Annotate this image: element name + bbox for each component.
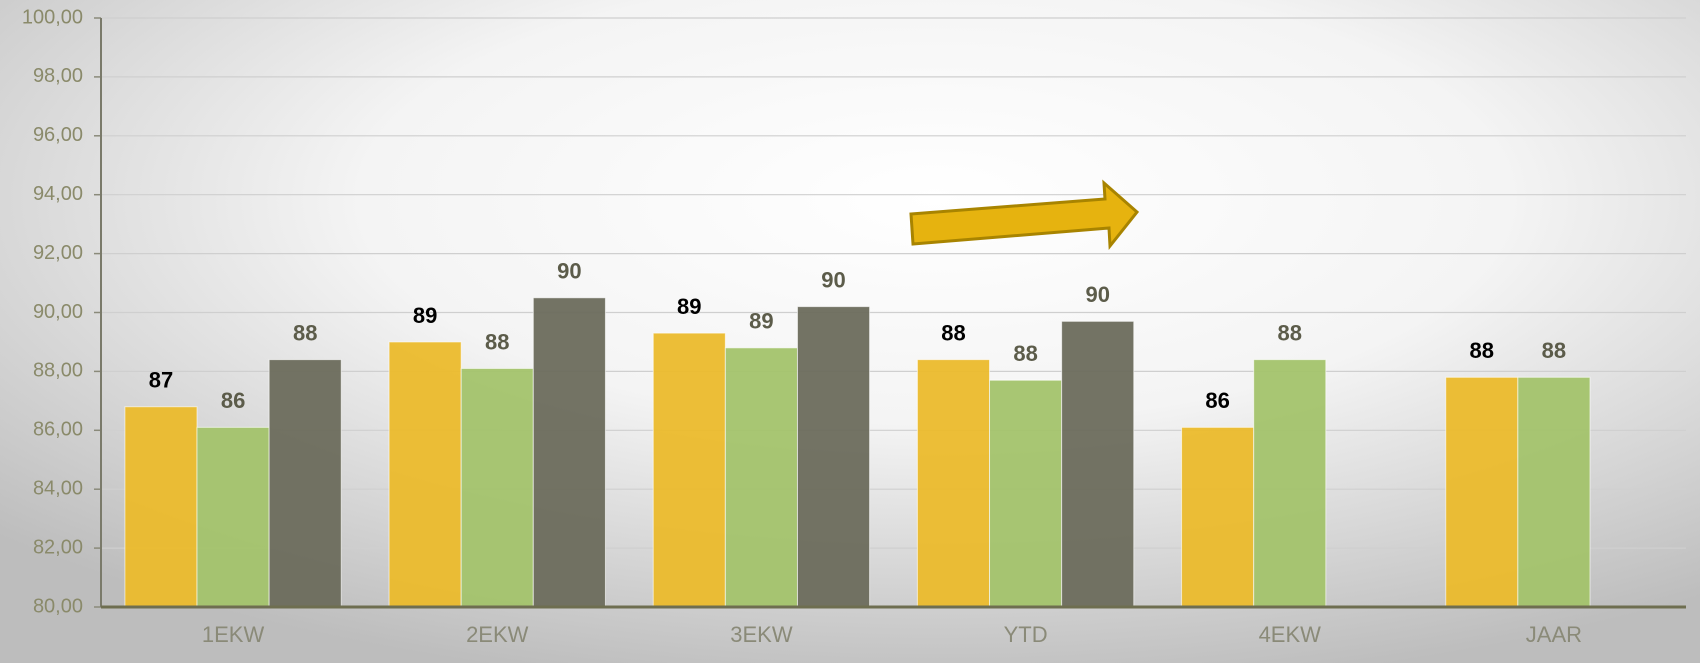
x-tick-label: 3EKW bbox=[730, 622, 793, 647]
bar bbox=[460, 367, 534, 608]
value-label: 86 bbox=[221, 388, 245, 413]
bar bbox=[1517, 376, 1591, 608]
x-tick-label: 4EKW bbox=[1259, 622, 1322, 647]
y-tick-label: 100,00 bbox=[22, 6, 83, 28]
y-tick-label: 92,00 bbox=[33, 242, 83, 264]
value-label: 88 bbox=[485, 329, 509, 354]
bar bbox=[989, 379, 1063, 608]
x-tick-label: 1EKW bbox=[202, 622, 265, 647]
grid bbox=[94, 17, 1686, 608]
x-tick-label: JAAR bbox=[1526, 622, 1582, 647]
y-tick-label: 88,00 bbox=[33, 360, 83, 382]
y-tick-label: 82,00 bbox=[33, 536, 83, 558]
trend-arrow bbox=[909, 179, 1140, 251]
labels: 80,00 82,00 84,00 86,00 88,00 90,00 92,00 94,00… bbox=[22, 6, 1686, 647]
bars bbox=[124, 297, 1591, 608]
value-label: 90 bbox=[821, 267, 845, 292]
value-label: 89 bbox=[677, 294, 701, 319]
y-tick-label: 84,00 bbox=[33, 477, 83, 499]
bar bbox=[796, 306, 871, 608]
y-tick-label: 86,00 bbox=[33, 419, 83, 441]
bar bbox=[724, 347, 798, 608]
x-tick-label: YTD bbox=[1004, 622, 1048, 647]
bar bbox=[1061, 320, 1135, 608]
bar bbox=[1181, 426, 1255, 608]
value-label: 88 bbox=[1013, 341, 1037, 366]
bar bbox=[1253, 359, 1327, 608]
value-label: 89 bbox=[749, 309, 773, 334]
bar bbox=[388, 341, 462, 608]
value-label: 88 bbox=[1278, 320, 1302, 345]
bar bbox=[916, 359, 991, 608]
bar bbox=[124, 406, 198, 608]
value-label: 87 bbox=[149, 368, 173, 393]
value-label: 89 bbox=[413, 303, 437, 328]
y-tick-label: 98,00 bbox=[33, 65, 83, 87]
y-tick-label: 94,00 bbox=[33, 183, 83, 205]
bar bbox=[532, 297, 606, 608]
value-label: 88 bbox=[293, 320, 317, 345]
bar bbox=[196, 426, 270, 608]
y-tick-label: 96,00 bbox=[33, 124, 83, 146]
value-label: 90 bbox=[1085, 282, 1109, 307]
bar bbox=[652, 332, 726, 608]
y-tick-label: 90,00 bbox=[33, 301, 83, 323]
bar bbox=[268, 359, 342, 608]
x-tick-label: 2EKW bbox=[466, 622, 529, 647]
value-label: 86 bbox=[1205, 388, 1229, 413]
bar bbox=[1445, 376, 1519, 608]
value-label: 90 bbox=[557, 259, 581, 284]
value-label: 88 bbox=[1542, 338, 1566, 363]
y-tick-label: 80,00 bbox=[33, 595, 83, 617]
value-label: 88 bbox=[941, 320, 965, 345]
value-label: 88 bbox=[1470, 338, 1494, 363]
